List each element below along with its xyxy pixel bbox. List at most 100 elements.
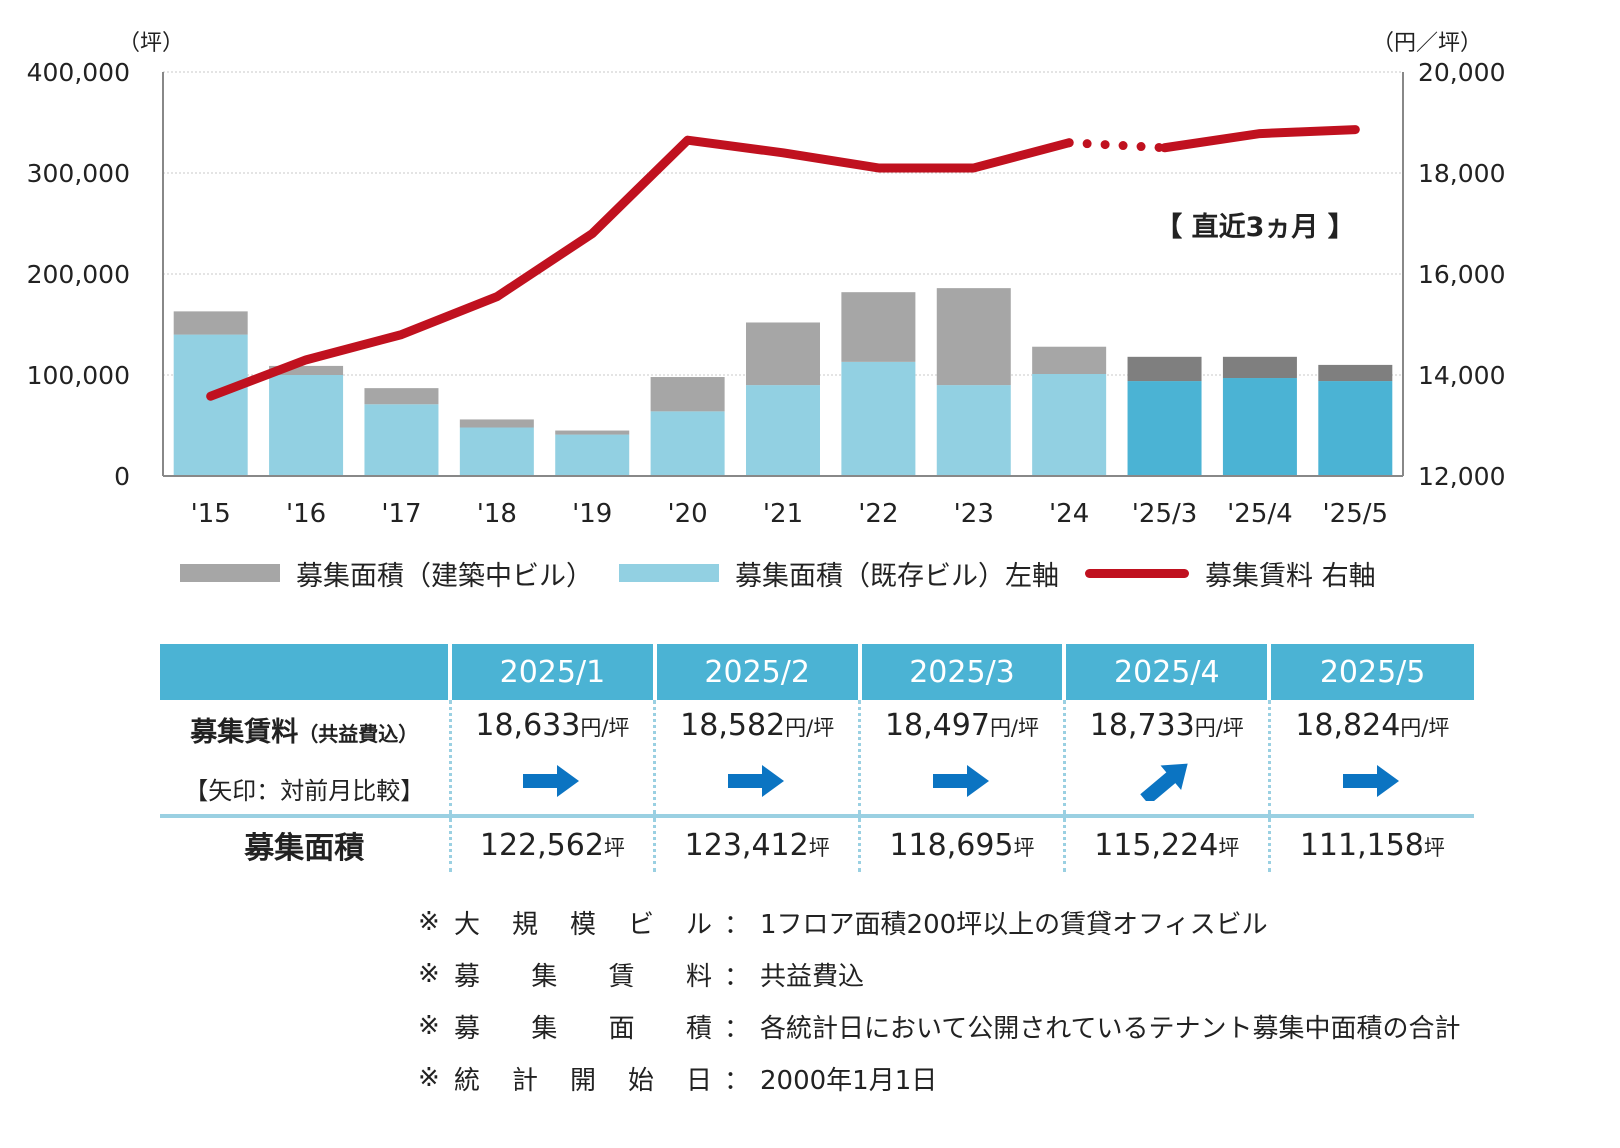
right-tick-label: 20,000 <box>1418 58 1505 87</box>
footnote-value: 1フロア面積200坪以上の賃貸オフィスビル <box>760 909 1268 940</box>
right-axis-unit: （円／坪） <box>1372 31 1482 56</box>
left-tick-label: 300,000 <box>27 159 130 188</box>
arrow-legend-label: 【矢印：対前月比較】 <box>184 777 425 805</box>
trend-arrow-icon <box>656 761 858 801</box>
area-unit: 坪 <box>603 835 625 860</box>
rent-value: 18,497 <box>884 708 990 743</box>
footnotes: ※ 大規模ビル ： 1フロア面積200坪以上の賃貸オフィスビル ※ 募集賃料 ： 共益費込 ※ 募… <box>418 896 1460 1104</box>
bar-existing <box>1318 381 1393 476</box>
area-label: 募集面積 <box>160 814 452 872</box>
bar-existing <box>841 361 916 476</box>
area-unit: 坪 <box>1218 835 1240 860</box>
rent-value: 18,633 <box>475 708 581 743</box>
area-unit: 坪 <box>808 835 830 860</box>
area-cell: 118,695坪 <box>859 814 1066 872</box>
category-label: '25/3 <box>1132 499 1198 529</box>
bar-existing <box>1127 381 1202 476</box>
category-label: '25/4 <box>1227 499 1293 529</box>
footnote: ※ 募集賃料 ： 共益費込 <box>418 948 1460 1000</box>
bar-existing <box>1032 373 1107 476</box>
axes <box>162 72 1404 477</box>
rent-unit: 円/坪 <box>989 716 1040 740</box>
bar-construction <box>936 288 1011 386</box>
legend-label-construction: 募集面積（建築中ビル） <box>296 560 593 592</box>
category-label: '21 <box>763 499 803 529</box>
legend-item-rent: 募集賃料 右軸 <box>1085 554 1376 593</box>
legend-item-construction: 募集面積（建築中ビル） <box>180 554 593 593</box>
area-cell: 115,224坪 <box>1064 814 1271 872</box>
summary-header-blank <box>160 644 452 700</box>
rent-unit: 円/坪 <box>1400 716 1450 740</box>
right-tick-label: 14,000 <box>1418 361 1505 390</box>
rent-unit: 円/坪 <box>785 716 835 740</box>
right-tick-label: 16,000 <box>1418 260 1505 289</box>
bar-construction <box>1127 356 1202 382</box>
trend-arrow-icon <box>1066 761 1268 806</box>
footnote-mark: ※ <box>418 1011 440 1041</box>
category-label: '25/5 <box>1323 499 1389 529</box>
bar-construction <box>173 311 248 335</box>
right-tick-label: 18,000 <box>1418 159 1505 188</box>
summary-month: 2025/3 <box>859 644 1067 700</box>
category-label: '15 <box>191 499 231 529</box>
summary-area-row: 募集面積 122,562坪 123,412坪 118,695坪 115,224坪… <box>160 814 1474 872</box>
rent-line-monthly <box>1160 125 1360 153</box>
footnote-colon: ： <box>724 909 751 940</box>
area-cell: 123,412坪 <box>654 814 862 872</box>
category-label: '17 <box>381 499 421 529</box>
rent-value: 18,733 <box>1089 708 1195 743</box>
left-axis-unit: （坪） <box>118 31 184 56</box>
rent-cell: 18,733円/坪 <box>1064 700 1271 816</box>
footnote: ※ 大規模ビル ： 1フロア面積200坪以上の賃貸オフィスビル <box>418 896 1460 948</box>
bar-series <box>173 288 1393 476</box>
recent-months-annotation: 【 直近3ヵ月 】 <box>1155 212 1355 243</box>
category-label: '22 <box>858 499 898 529</box>
bar-construction <box>1318 364 1393 382</box>
bar-existing <box>459 427 534 476</box>
rent-value: 18,824 <box>1295 708 1401 743</box>
combo-chart: 0 100,000 200,000 300,000 400,000 12,000 14,00… <box>27 31 1506 529</box>
area-value: 118,695 <box>889 827 1014 863</box>
left-tick-label: 100,000 <box>27 361 130 390</box>
category-label: '18 <box>477 499 517 529</box>
category-label: '19 <box>572 499 612 529</box>
bar-construction <box>841 292 916 362</box>
footnote-mark: ※ <box>418 1063 440 1093</box>
rent-label-sub: （共益費込） <box>298 722 419 746</box>
area-unit: 坪 <box>1423 835 1445 860</box>
bar-construction <box>1032 346 1107 374</box>
category-label: '24 <box>1049 499 1089 529</box>
footnote-value: 各統計日において公開されているテナント募集中面積の合計 <box>760 1013 1461 1044</box>
bar-construction <box>459 419 534 428</box>
summary-month: 2025/1 <box>450 644 657 700</box>
area-value: 111,158 <box>1299 827 1424 863</box>
bar-construction <box>746 322 820 386</box>
rent-cell: 18,497円/坪 <box>859 700 1066 816</box>
rent-cell: 18,824円/坪 <box>1269 700 1474 816</box>
footnote-key: 募集賃料 <box>454 961 712 992</box>
rent-line-gap <box>1064 138 1170 153</box>
bar-construction <box>269 365 344 375</box>
rent-cell: 18,633円/坪 <box>450 700 657 816</box>
rent-value: 18,582 <box>680 708 786 743</box>
rent-line-series <box>206 125 1360 401</box>
footnote-mark: ※ <box>418 907 440 937</box>
left-tick-label: 0 <box>114 462 130 491</box>
footnote: ※ 統計開始日 ： 2000年1月1日 <box>418 1052 1460 1104</box>
rent-unit: 円/坪 <box>580 716 630 740</box>
left-tick-label: 400,000 <box>27 58 130 87</box>
legend-label-existing: 募集面積（既存ビル）左軸 <box>735 560 1059 592</box>
footnote-value: 2000年1月1日 <box>760 1065 938 1096</box>
bar-existing <box>650 411 725 476</box>
bar-construction <box>555 430 630 435</box>
footnote-key: 募集面積 <box>454 1013 712 1044</box>
summary-month: 2025/4 <box>1064 644 1272 700</box>
legend-swatch-existing <box>619 564 719 582</box>
summary-table: 2025/1 2025/2 2025/3 2025/4 2025/5 募集賃料（… <box>160 644 1474 872</box>
trend-arrow-icon <box>861 761 1063 801</box>
category-label: '20 <box>667 499 707 529</box>
category-label: '23 <box>954 499 994 529</box>
legend-swatch-construction <box>180 564 280 582</box>
summary-month: 2025/2 <box>654 644 862 700</box>
area-unit: 坪 <box>1013 835 1035 860</box>
